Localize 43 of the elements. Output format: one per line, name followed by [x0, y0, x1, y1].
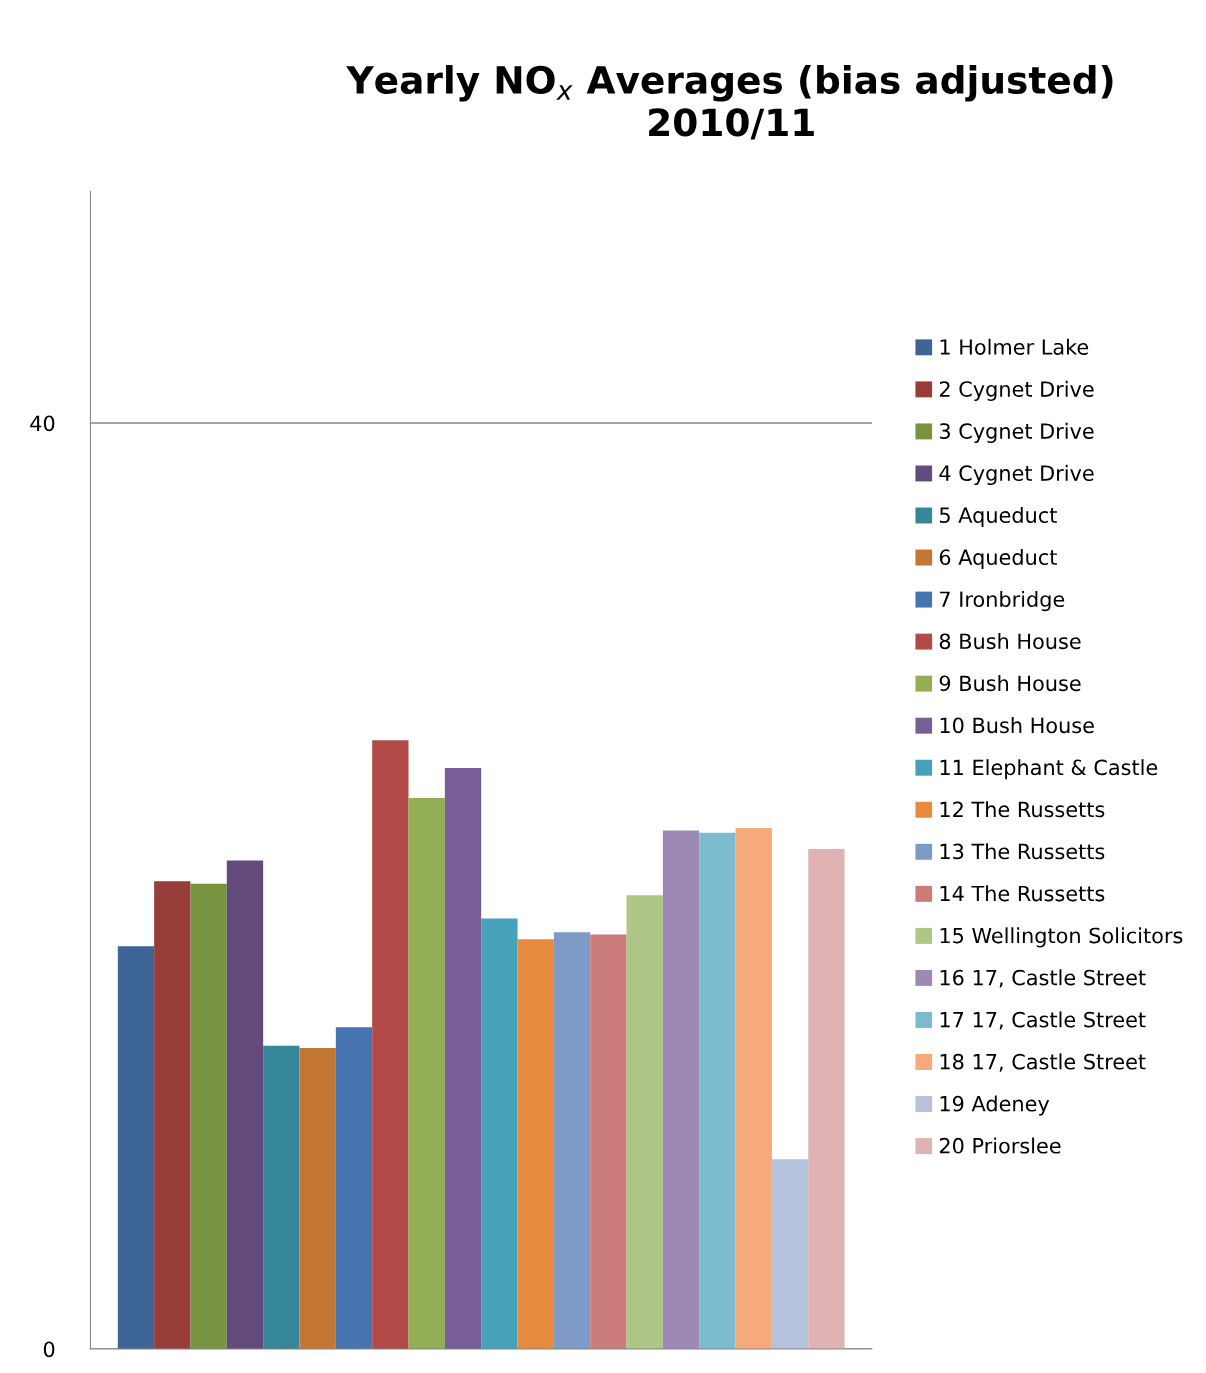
bar [408, 798, 445, 1349]
legend-label: 13 The Russetts [940, 843, 1105, 860]
legend-label: 11 Elephant & Castle [940, 759, 1158, 780]
bar [771, 1159, 809, 1349]
legend-label: 6 Aqueduct [939, 548, 1057, 570]
bar [372, 740, 409, 1349]
y-tick-label: 0 [43, 1341, 55, 1358]
legend-label: 7 Ironbridge [940, 590, 1065, 612]
legend-label: 19 Adeney [940, 1095, 1050, 1116]
bar [335, 1027, 373, 1349]
legend-label: 10 Bush House [940, 717, 1094, 734]
bar [735, 828, 772, 1349]
bar [553, 932, 591, 1349]
bar [226, 860, 264, 1349]
bar [590, 934, 627, 1349]
legend-label: 17 17, Castle Street [940, 1011, 1146, 1030]
legend-label: 15 Wellington Solicitors [940, 927, 1183, 948]
bar [808, 848, 845, 1349]
bar [299, 1048, 336, 1349]
legend-label: 1 Holmer Lake [940, 338, 1089, 355]
legend-label: 4 Cygnet Drive [939, 464, 1094, 486]
legend-label: 12 The Russetts [940, 801, 1105, 818]
bar [154, 881, 191, 1349]
legend-label: 3 Cygnet Drive [939, 422, 1094, 443]
bar [190, 883, 227, 1349]
bar [263, 1045, 300, 1349]
y-tick-label: 40 [30, 415, 55, 432]
legend-label: 2 Cygnet Drive [939, 380, 1094, 401]
legend-label: 20 Priorslee [939, 1137, 1061, 1154]
bar [444, 767, 482, 1349]
legend-label: 5 Aqueduct [939, 506, 1057, 528]
bar [662, 830, 700, 1349]
bar [117, 946, 155, 1349]
legend-label: 8 Bush House [939, 633, 1081, 650]
bar [626, 895, 663, 1349]
legend-label: 16 17, Castle Street [940, 969, 1146, 988]
legend-label: 18 17, Castle Street [940, 1053, 1146, 1072]
chart-title: Yearly NO$_{x}$ Averages (bias adjusted) 2010/11 [346, 65, 1113, 140]
legend-label: 14 The Russetts [940, 885, 1105, 902]
bar [481, 918, 518, 1349]
bar [517, 939, 554, 1349]
bar [699, 832, 736, 1349]
legend-label: 9 Bush House [939, 675, 1081, 692]
